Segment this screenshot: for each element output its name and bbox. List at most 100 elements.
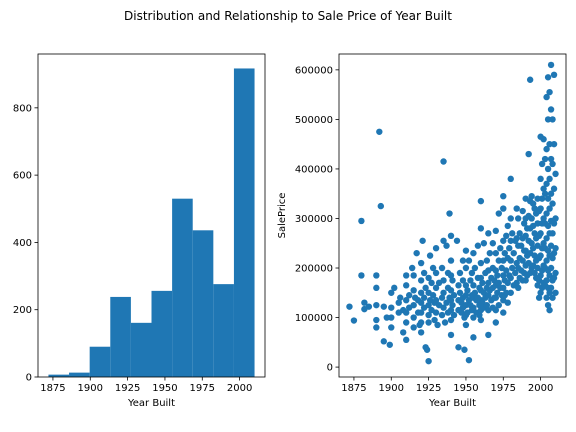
scatter-point [400,329,407,336]
scatter-point [540,185,547,192]
histogram-x-ticks: 1875 1900 1925 1950 1975 2000 [40,377,252,394]
scatter-point [461,346,468,353]
scatter-point [361,299,368,306]
scatter-point [470,249,477,257]
scatter-point [405,292,413,299]
scatter-point [455,344,462,351]
scatter-point [547,264,555,272]
scatter-point [547,106,555,113]
histogram-bar [233,68,255,377]
scatter-point [417,329,425,336]
scatter-point [440,289,447,296]
scatter-point [477,274,485,282]
scatter-point [410,272,417,279]
scatter-point [470,334,477,341]
scatter-point [425,319,432,326]
scatter-point [546,306,553,314]
scatter-point [477,225,485,232]
scatter-point [388,304,395,311]
scatter-point [470,304,477,311]
scatter-point [485,230,492,237]
histogram-bar [89,346,111,377]
scatter-point [544,222,552,230]
scatter-point [417,277,425,284]
scatter-point [438,264,446,272]
scatter-point [541,190,549,197]
scatter-point [455,282,462,289]
scatter-point [425,301,432,309]
scatter-point [417,259,425,267]
scatter-x-axis-label: Year Built [428,398,476,409]
scatter-point [534,195,541,202]
scatter-x-tick-label: 1975 [491,383,516,394]
scatter-point [528,215,535,222]
scatter-y-tick-label: 300000 [295,214,333,225]
scatter-point [543,294,550,301]
scatter-point [485,331,492,339]
scatter-point [358,272,365,279]
scatter-point [522,277,529,284]
scatter-point [547,284,555,292]
scatter-point [373,301,380,309]
scatter-point [410,287,417,294]
scatter-point [543,235,550,242]
scatter-point [388,314,395,321]
scatter-point [547,190,555,197]
scatter-point [438,311,446,319]
scatter-point [546,289,553,296]
scatter-point [459,257,467,264]
histogram-bar [172,198,193,377]
scatter-point [438,294,446,301]
scatter-y-ticks: 0 100000 200000 300000 400000 500000 600000 [295,65,339,374]
scatter-point [423,346,431,353]
scatter-point [500,272,507,279]
scatter-point [492,249,500,257]
scatter-point [500,284,507,292]
scatter-point [403,319,410,326]
scatter-point [397,294,404,301]
scatter-point [549,200,556,207]
scatter-panel: 1875 1900 1925 1950 1975 2000 0 100000 200000 30… [277,53,567,409]
histogram-bar [130,322,152,377]
scatter-point [465,356,473,364]
scatter-point [346,303,353,310]
scatter-point [550,140,558,148]
scatter-point [417,299,425,306]
scatter-point [462,247,470,254]
scatter-point [486,249,494,257]
scatter-point [467,277,474,284]
scatter-point [479,279,486,287]
scatter-point [426,252,434,259]
scatter-point [450,311,458,319]
scatter-y-tick-label: 100000 [295,313,333,324]
scatter-points [346,61,559,365]
scatter-point [403,282,410,289]
scatter-point [425,311,432,319]
scatter-point [513,259,520,267]
scatter-point [403,297,410,304]
scatter-point [538,160,546,168]
scatter-point [410,301,417,309]
histogram-bar [110,296,131,377]
scatter-point [537,175,544,183]
scatter-point [540,136,547,143]
scatter-point [528,192,535,200]
scatter-point [485,292,492,299]
scatter-x-tick-label: 1950 [453,383,478,394]
histogram-y-tick-label: 200 [13,305,32,316]
scatter-point [388,289,395,296]
scatter-point [526,76,534,83]
scatter-point [483,301,491,309]
scatter-point [515,284,522,292]
scatter-point [377,202,385,210]
scatter-point [544,301,552,309]
scatter-point [462,264,470,272]
scatter-point [544,195,552,202]
scatter-y-tick-label: 600000 [295,65,333,76]
histogram-bars [48,68,255,377]
scatter-point [550,185,558,192]
scatter-point [507,237,514,244]
scatter-point [531,269,538,277]
scatter-point [447,331,455,339]
scatter-point [549,160,556,168]
